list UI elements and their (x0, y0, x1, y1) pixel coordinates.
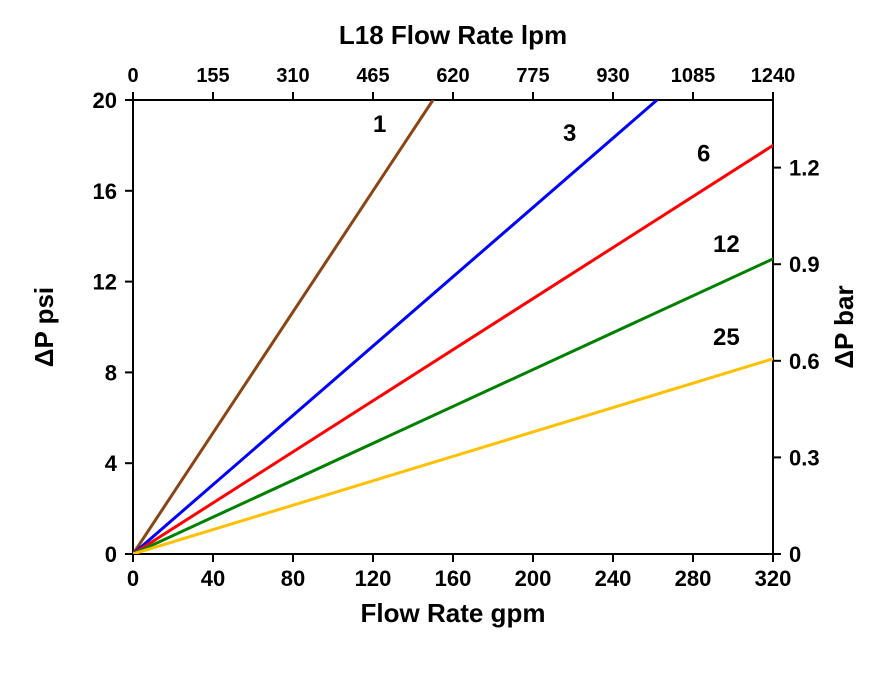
svg-text:L18 Flow Rate lpm: L18 Flow Rate lpm (339, 20, 567, 50)
flow-rate-chart: 04080120160200240280320Flow Rate gpm0155… (0, 0, 884, 684)
svg-text:1240: 1240 (751, 65, 796, 87)
svg-text:280: 280 (675, 566, 712, 591)
svg-text:0: 0 (127, 65, 138, 87)
svg-text:0: 0 (127, 566, 139, 591)
svg-text:930: 930 (596, 65, 629, 87)
svg-text:25: 25 (713, 324, 740, 351)
svg-text:120: 120 (355, 566, 392, 591)
svg-text:0.6: 0.6 (789, 349, 820, 374)
svg-text:200: 200 (515, 566, 552, 591)
chart-container: 04080120160200240280320Flow Rate gpm0155… (0, 0, 884, 684)
svg-text:0: 0 (105, 542, 117, 567)
svg-text:12: 12 (93, 270, 117, 295)
svg-text:16: 16 (93, 179, 117, 204)
svg-text:6: 6 (697, 140, 710, 167)
svg-text:Flow Rate gpm: Flow Rate gpm (361, 598, 546, 628)
svg-text:20: 20 (93, 88, 117, 113)
svg-text:0.9: 0.9 (789, 252, 820, 277)
svg-text:320: 320 (755, 566, 792, 591)
svg-text:1085: 1085 (671, 65, 716, 87)
svg-text:1: 1 (373, 111, 386, 138)
svg-text:775: 775 (516, 65, 549, 87)
svg-text:ΔP bar: ΔP bar (829, 285, 859, 368)
svg-text:465: 465 (356, 65, 389, 87)
svg-text:3: 3 (563, 120, 576, 147)
svg-text:620: 620 (436, 65, 469, 87)
svg-text:ΔP psi: ΔP psi (29, 287, 59, 367)
svg-text:1.2: 1.2 (789, 156, 820, 181)
svg-text:0: 0 (789, 542, 801, 567)
svg-text:4: 4 (105, 451, 118, 476)
svg-text:160: 160 (435, 566, 472, 591)
svg-text:310: 310 (276, 65, 309, 87)
svg-text:155: 155 (196, 65, 229, 87)
svg-text:240: 240 (595, 566, 632, 591)
svg-text:12: 12 (713, 231, 740, 258)
svg-text:40: 40 (201, 566, 225, 591)
svg-text:8: 8 (105, 360, 117, 385)
svg-text:80: 80 (281, 566, 305, 591)
svg-text:0.3: 0.3 (789, 445, 820, 470)
